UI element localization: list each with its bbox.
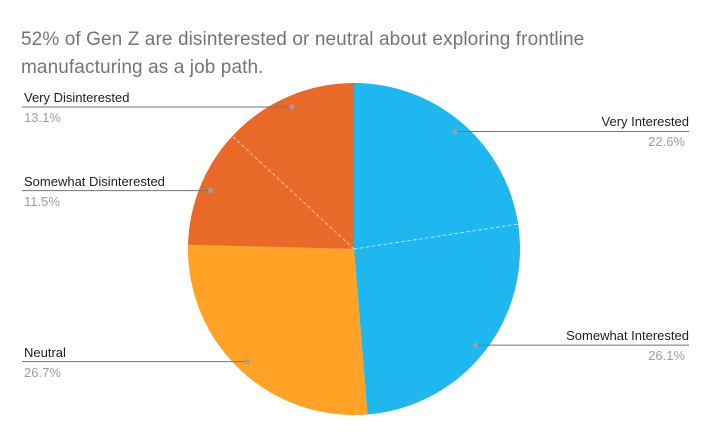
pie-slice-very-interested[interactable] (354, 83, 519, 249)
leader-dot-neutral (245, 359, 251, 365)
slice-divider (353, 223, 519, 250)
slice-divider (231, 135, 355, 250)
leader-dot-somewhat-disinterested (207, 188, 213, 194)
leader-dot-very-disinterested (289, 104, 295, 110)
pie-slice-somewhat-disinterested[interactable] (188, 136, 354, 249)
chart-title: 52% of Gen Z are disinterested or neutra… (21, 29, 585, 78)
leader-dot-somewhat-interested (473, 342, 479, 348)
leader-dot-very-interested (452, 128, 458, 134)
pie-slice-somewhat-interested[interactable] (354, 224, 521, 415)
pie-slice-neutral[interactable] (187, 244, 368, 416)
pie-slice-very-disinterested[interactable] (232, 83, 354, 249)
